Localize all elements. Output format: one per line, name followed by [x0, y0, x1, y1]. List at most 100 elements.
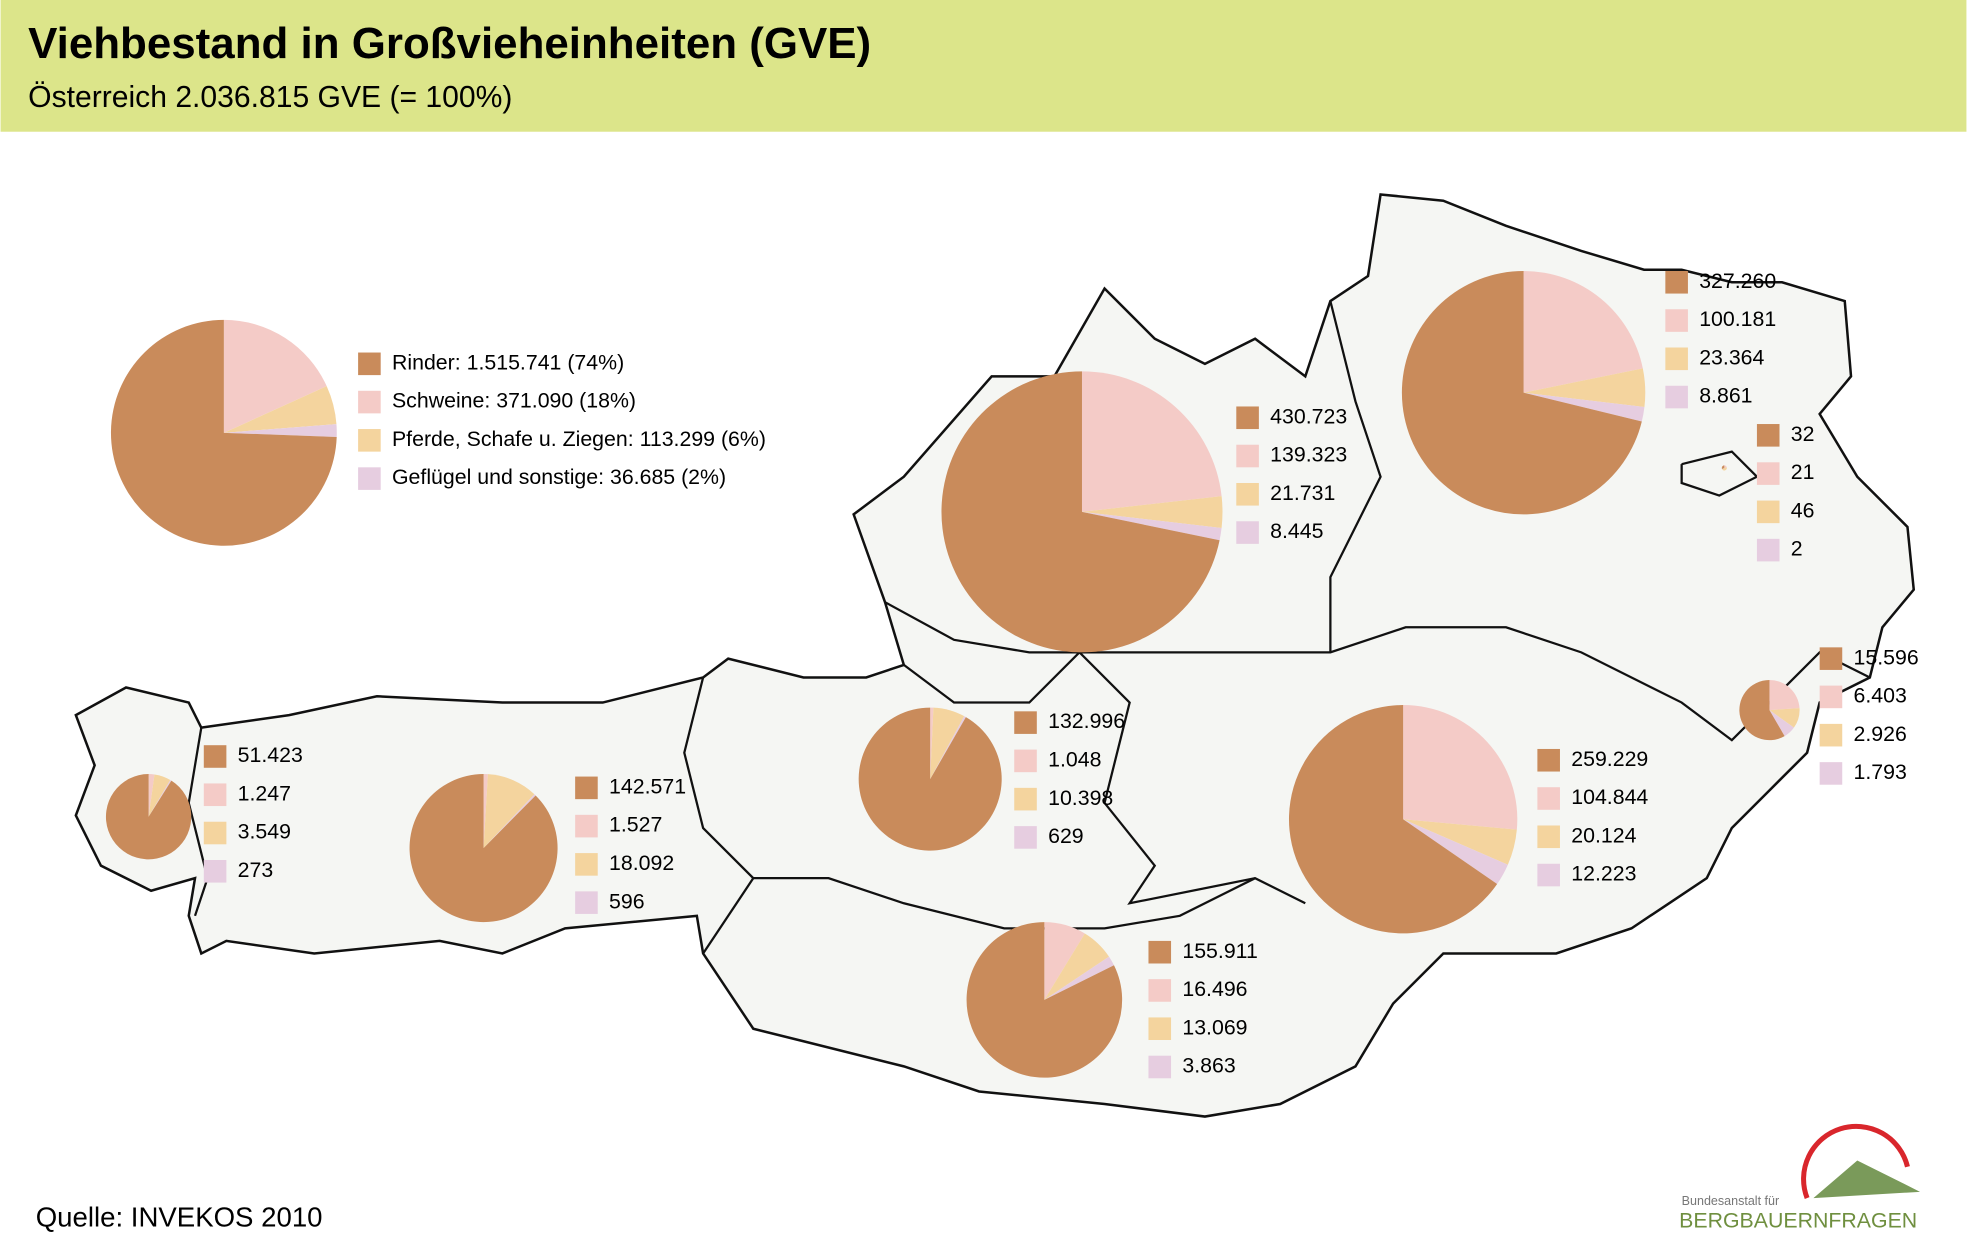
pie-slice [409, 774, 558, 923]
legend-swatch [1236, 521, 1259, 544]
legend-swatch [1665, 309, 1688, 332]
pie-slice [1722, 467, 1725, 470]
pie-slice [930, 707, 965, 780]
legend-swatch [1665, 385, 1688, 409]
pie-slice [1724, 465, 1727, 468]
value-label: 327.260 [1699, 269, 1776, 293]
pie-slice [1403, 819, 1508, 885]
legend-swatch [575, 776, 598, 800]
pie-slice [1403, 705, 1518, 830]
value-label: 139.323 [1270, 443, 1347, 467]
pie-layer: Rinder: 1.515.741 (74%) Schweine: 371.090… [105, 269, 1919, 1079]
value-label: 8.861 [1699, 384, 1752, 408]
pie-slice [1403, 819, 1517, 865]
legend-swatch [1148, 1055, 1172, 1079]
pie-slice [1401, 270, 1642, 515]
legend-swatch [1756, 500, 1780, 524]
value-label: 10.398 [1048, 786, 1113, 810]
logo-mountain [1813, 1160, 1921, 1199]
legend-label: Geflügel und sonstige: 36.685 (2%) [392, 465, 726, 489]
pie-slice [1081, 496, 1223, 528]
legend-swatch [203, 821, 227, 845]
value-label: 13.069 [1182, 1015, 1247, 1039]
title: Viehbestand in Großvieheinheiten (GVE) [28, 19, 871, 68]
pie-slice [1044, 922, 1085, 1000]
legend-swatch [1014, 787, 1037, 811]
pie-slice [941, 371, 1220, 653]
value-label: 20.124 [1571, 823, 1636, 847]
value-label: 155.911 [1182, 939, 1257, 963]
pie-slice [110, 319, 337, 546]
value-label: 596 [609, 889, 645, 913]
legend-swatch [1665, 270, 1688, 294]
value-label: 273 [238, 858, 274, 882]
legend-swatch [1756, 424, 1780, 447]
pie-slice [223, 424, 337, 437]
legend-swatch [1148, 979, 1172, 1002]
legend-swatch [575, 891, 598, 914]
value-label: 3.549 [238, 820, 291, 844]
legend-swatch [1756, 462, 1780, 485]
value-label: 16.496 [1182, 977, 1247, 1001]
value-label: 32 [1791, 422, 1815, 446]
pie-slice [148, 774, 155, 817]
value-label: 2.926 [1854, 722, 1907, 746]
legend-swatch [358, 352, 381, 376]
pie-slice [1769, 710, 1794, 737]
legend-swatch [575, 853, 598, 876]
pie-slice [1288, 705, 1498, 934]
pie-slice [858, 707, 1002, 851]
legend-swatch [1819, 723, 1843, 747]
pie-slice [966, 922, 1123, 1078]
legend-swatch [203, 859, 227, 883]
legend-swatch [1537, 787, 1560, 810]
legend-swatch [358, 390, 381, 414]
pie-slice [483, 774, 488, 849]
pie-slice [148, 774, 171, 817]
pie-slice [1739, 679, 1785, 741]
legend-swatch [1014, 711, 1037, 734]
pie-slice [148, 779, 172, 817]
source: Quelle: INVEKOS 2010 [36, 1202, 323, 1233]
pie-slice [1523, 368, 1646, 407]
pie-slice [105, 774, 192, 860]
legend-swatch [1665, 347, 1688, 371]
legend-swatch [1537, 748, 1560, 772]
legend-label: Rinder: 1.515.741 (74%) [392, 350, 624, 374]
value-label: 18.092 [609, 851, 674, 875]
legend-swatch [1148, 1017, 1172, 1041]
value-label: 3.863 [1182, 1054, 1235, 1078]
value-label: 104.844 [1571, 785, 1648, 809]
value-label: 1.527 [609, 813, 662, 837]
pie-slice [1081, 511, 1222, 541]
pie-slice [1769, 708, 1800, 728]
pie-slice [1722, 467, 1727, 471]
subtitle: Österreich 2.036.815 GVE (= 100%) [28, 81, 512, 114]
value-label: 132.996 [1048, 709, 1125, 733]
legend-swatch [1819, 647, 1843, 670]
logo: Bundesanstalt für BERGBAUERNFRAGEN [1679, 1123, 1921, 1233]
pie-slice [1044, 933, 1109, 1000]
logo-arc [1801, 1123, 1910, 1199]
pie-slice [930, 707, 934, 780]
value-label: 1.247 [238, 781, 291, 805]
legend-label: Pferde, Schafe u. Ziegen: 113.299 (6%) [392, 427, 766, 451]
legend-swatch [1148, 940, 1172, 964]
legend-swatch [1819, 685, 1843, 709]
value-label: 1.793 [1854, 760, 1907, 784]
pie-slice [1721, 465, 1725, 469]
value-label: 21.731 [1270, 481, 1335, 505]
legend-swatch [203, 745, 227, 768]
value-label: 1.048 [1048, 748, 1101, 772]
pie-slice [483, 774, 535, 849]
pie-slice [930, 716, 966, 780]
legend-swatch [1537, 825, 1560, 849]
pie-slice [1081, 371, 1222, 512]
value-label: 629 [1048, 824, 1084, 848]
value-label: 21 [1791, 460, 1815, 484]
value-label: 430.723 [1270, 404, 1347, 428]
legend-swatch [203, 783, 227, 807]
value-label: 12.223 [1571, 862, 1636, 886]
value-label: 142.571 [609, 774, 686, 798]
